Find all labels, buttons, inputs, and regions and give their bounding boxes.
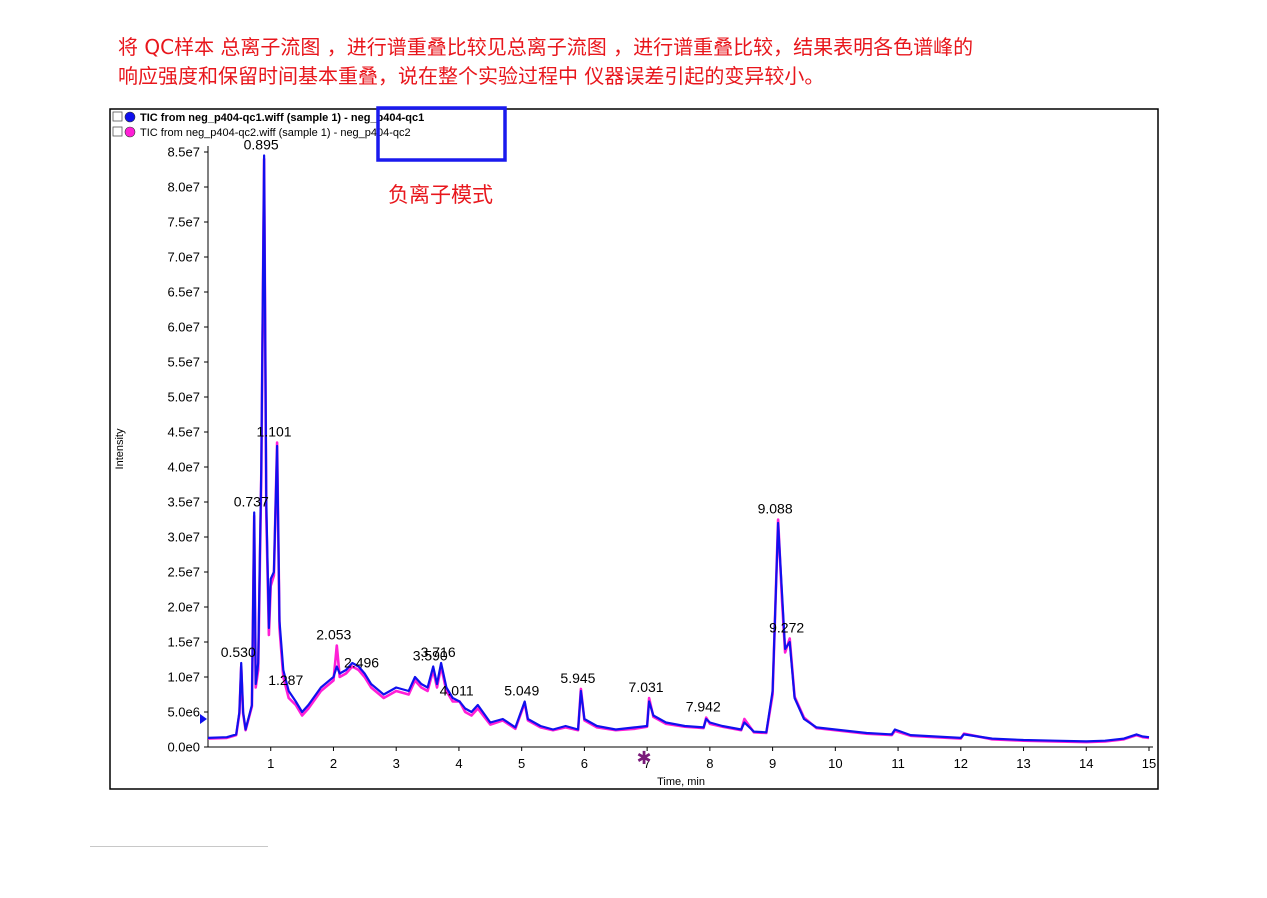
y-tick-label: 3.5e7 xyxy=(167,495,200,510)
peak-label: 4.011 xyxy=(440,683,474,699)
highlight-box xyxy=(376,106,507,162)
peak-label: 1.101 xyxy=(257,424,292,440)
y-tick-label: 8.5e7 xyxy=(167,145,200,160)
plot-area: 0.0e0 5.0e6 1.0e7 1.5e7 2.0e7 2.5e7 3.0e7 3.5e7… xyxy=(167,137,1156,772)
legend: TIC from neg_p404-qc1.wiff (sample 1) - … xyxy=(112,111,424,139)
peak-label: 0.895 xyxy=(244,137,279,153)
footnote-rule xyxy=(90,846,268,847)
x-tick-label: 7 xyxy=(644,756,651,771)
legend-toggle-box xyxy=(112,126,123,137)
y-tick-label: 7.5e7 xyxy=(167,215,200,230)
legend-marker-1 xyxy=(124,111,136,123)
start-marker-icon xyxy=(200,714,207,724)
x-tick-label: 6 xyxy=(581,756,588,771)
y-tick-label: 5.5e7 xyxy=(167,355,200,370)
peak-label: 7.031 xyxy=(629,679,664,695)
y-axis-label: Intensity xyxy=(114,428,126,469)
peak-label: 9.272 xyxy=(769,620,804,636)
x-tick-label: 1 xyxy=(267,756,274,771)
ion-mode-annotation: 负离子模式 xyxy=(388,183,493,207)
y-tick-label: 4.5e7 xyxy=(167,425,200,440)
peak-label: 5.049 xyxy=(504,683,539,699)
x-tick-label: 10 xyxy=(828,756,842,771)
x-tick-label: 4 xyxy=(455,756,462,771)
y-tick-label: 5.0e7 xyxy=(167,390,200,405)
y-tick-label: 6.0e7 xyxy=(167,320,200,335)
legend-marker-2 xyxy=(124,126,136,138)
peak-label: 3.590 xyxy=(413,648,448,664)
y-tick-label: 2.0e7 xyxy=(167,600,200,615)
y-tick-label: 7.0e7 xyxy=(167,250,200,265)
y-tick-label: 0.0e0 xyxy=(167,740,200,755)
peak-label: 0.737 xyxy=(234,494,269,510)
x-axis-label: Time, min xyxy=(657,776,705,788)
y-tick-label: 8.0e7 xyxy=(167,180,200,195)
x-tick-label: 14 xyxy=(1079,756,1093,771)
legend-label-2: TIC from neg_p404-qc2.wiff (sample 1) - … xyxy=(140,127,411,139)
y-tick-label: 1.5e7 xyxy=(167,635,200,650)
x-tick-label: 11 xyxy=(891,756,905,771)
legend-toggle-box xyxy=(112,111,123,122)
caption-line-1: 将 QC样本 总离子流图 ，进行谱重叠比较见总离子流图 ，进行谱重叠比较，结果表… xyxy=(118,35,974,59)
peak-label: 5.945 xyxy=(560,670,595,686)
x-tick-label: 12 xyxy=(954,756,968,771)
y-tick-label: 6.5e7 xyxy=(167,285,200,300)
caption-line-2: 响应强度和保留时间基本重叠，说在整个实验过程中 仪器误差引起的变异较小。 xyxy=(118,64,825,88)
peak-label: 3.716 xyxy=(421,644,456,660)
peak-label: 2.496 xyxy=(344,655,379,671)
x-tick-label: 9 xyxy=(769,756,776,771)
x-tick-label: 8 xyxy=(706,756,713,771)
y-tick-label: 4.0e7 xyxy=(167,460,200,475)
peak-label: 7.942 xyxy=(686,699,721,715)
peak-label: 1.287 xyxy=(268,672,303,688)
series-line-1 xyxy=(207,154,1150,743)
y-tick-label: 3.0e7 xyxy=(167,530,200,545)
peak-label: 9.088 xyxy=(758,501,793,517)
x-tick-label: 15 xyxy=(1142,756,1156,771)
y-tick-label: 1.0e7 xyxy=(167,670,200,685)
y-tick-label: 5.0e6 xyxy=(167,705,200,720)
peak-label: 2.053 xyxy=(316,627,351,643)
x-tick-label: 2 xyxy=(330,756,337,771)
x-tick-label: 13 xyxy=(1016,756,1030,771)
peak-label: 0.530 xyxy=(221,644,256,660)
x-tick-label: 5 xyxy=(518,756,525,771)
legend-label-1: TIC from neg_p404-qc1.wiff (sample 1) - … xyxy=(140,112,424,124)
chart-caption: 将 QC样本 总离子流图 ，进行谱重叠比较见总离子流图 ，进行谱重叠比较，结果表… xyxy=(118,33,1198,91)
y-tick-label: 2.5e7 xyxy=(167,565,200,580)
asterisk-marker-icon: ✱ xyxy=(636,748,651,769)
x-tick-label: 3 xyxy=(393,756,400,771)
